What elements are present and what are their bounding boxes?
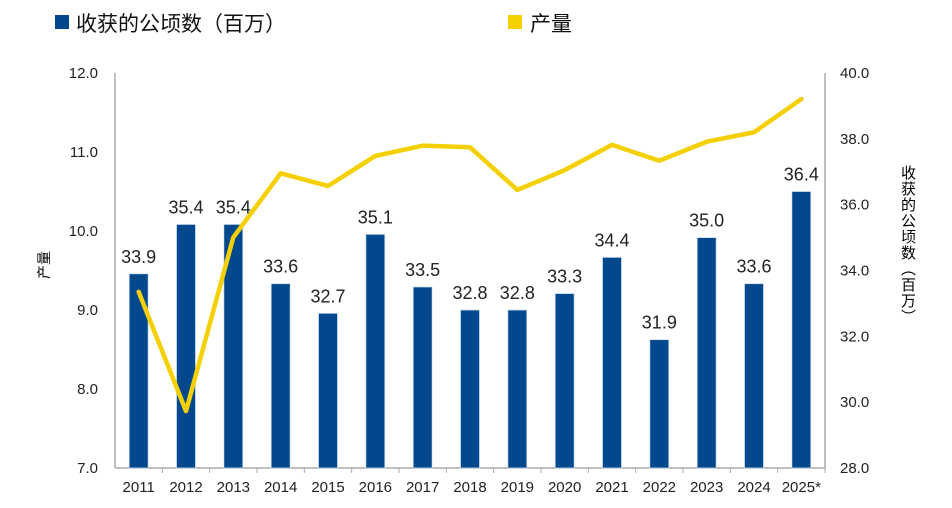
x-tick-label: 2011 [123, 479, 155, 496]
left-tick-label: 7.0 [77, 460, 98, 477]
legend-label-hectares: 收获的公顷数（百万） [76, 12, 286, 36]
bar-2016 [365, 233, 386, 469]
right-tick-label: 36.0 [840, 197, 869, 214]
x-tick-label: 2019 [501, 479, 534, 496]
bar-2025* [791, 191, 812, 469]
x-tick-label: 2012 [169, 479, 202, 496]
right-tick-label: 38.0 [840, 131, 869, 148]
x-tick-label: 2021 [595, 479, 628, 496]
right-tick-label: 28.0 [840, 460, 869, 477]
left-tick-label: 12.0 [69, 65, 98, 82]
bar-2020 [554, 293, 575, 469]
data-label-2013: 35.4 [216, 197, 251, 217]
data-label-2017: 33.5 [405, 260, 440, 280]
bar-2013 [223, 224, 244, 469]
left-tick-label: 10.0 [69, 223, 98, 240]
bar-2021 [602, 256, 622, 469]
x-tick-label: 2015 [311, 479, 344, 496]
x-tick-label: 2023 [690, 479, 723, 496]
left-tick-label: 9.0 [77, 302, 98, 319]
data-label-2018: 32.8 [452, 283, 487, 303]
data-label-2023: 35.0 [689, 211, 724, 231]
data-label-2021: 34.4 [594, 230, 629, 250]
x-tick-label: 2018 [453, 479, 486, 496]
x-tick-label: 2022 [643, 479, 676, 496]
legend-swatch-hectares [55, 15, 69, 29]
data-label-2014: 33.6 [263, 257, 298, 277]
bar-2022 [649, 339, 670, 469]
legend-swatch-yield [508, 15, 522, 29]
right-tick-label: 34.0 [840, 263, 869, 280]
bar-2011 [128, 273, 149, 469]
data-label-2019: 32.8 [500, 283, 535, 303]
x-tick-label: 2020 [548, 479, 581, 496]
left-tick-label: 11.0 [70, 144, 98, 161]
bar-2014 [270, 283, 291, 469]
legend-label-yield: 产量 [530, 12, 572, 36]
bar-2015 [318, 312, 338, 469]
bar-2023 [696, 237, 717, 469]
bar-2012 [176, 224, 196, 469]
x-tick-label: 2024 [737, 479, 770, 496]
data-label-2016: 35.1 [358, 207, 393, 227]
data-label-2011: 33.9 [121, 247, 156, 267]
x-tick-label: 2017 [406, 479, 439, 496]
data-label-2012: 35.4 [168, 197, 203, 217]
x-tick-label: 2013 [217, 479, 250, 496]
data-label-2024: 33.6 [736, 257, 771, 277]
data-label-2025*: 36.4 [784, 165, 819, 185]
right-axis-title: 收获的公顷数（百万） [899, 165, 917, 325]
data-label-2020: 33.3 [547, 267, 582, 287]
right-tick-label: 32.0 [840, 328, 869, 345]
bar-2019 [507, 309, 528, 469]
right-tick-label: 40.0 [840, 65, 869, 82]
bar-2017 [412, 286, 433, 469]
bar-2018 [460, 309, 480, 469]
x-tick-label: 2025* [782, 479, 821, 496]
right-tick-label: 30.0 [840, 394, 869, 411]
data-label-2022: 31.9 [642, 313, 677, 333]
bar-2024 [744, 283, 764, 469]
x-tick-label: 2016 [359, 479, 392, 496]
left-tick-label: 8.0 [77, 381, 98, 398]
x-tick-label: 2014 [264, 479, 297, 496]
data-label-2015: 32.7 [310, 286, 345, 306]
